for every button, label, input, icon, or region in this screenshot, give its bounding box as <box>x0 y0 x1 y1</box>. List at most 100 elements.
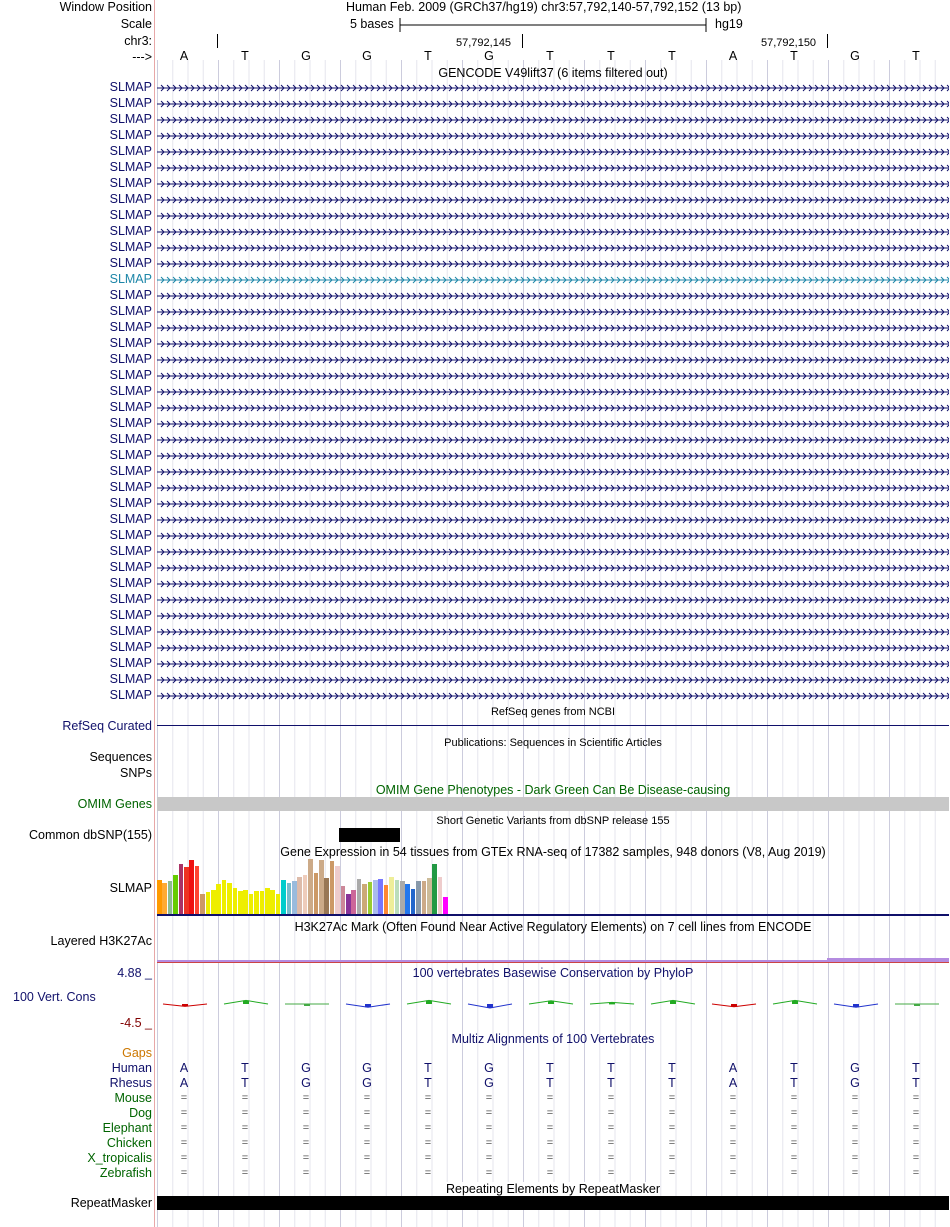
gencode-transcript-track[interactable] <box>157 146 949 158</box>
gtex-tissue-bar[interactable] <box>373 880 378 914</box>
gencode-transcript-label[interactable]: SLMAP <box>109 656 152 670</box>
gtex-tissue-bar[interactable] <box>173 875 178 914</box>
gtex-tissue-bar[interactable] <box>221 880 227 914</box>
gtex-tissue-bar[interactable] <box>437 877 443 914</box>
gtex-tissue-bar[interactable] <box>178 864 184 914</box>
gencode-transcript-track[interactable] <box>157 210 949 222</box>
gtex-tissue-bar[interactable] <box>162 883 167 914</box>
gencode-transcript-label[interactable]: SLMAP <box>109 608 152 622</box>
phylop-score-mark[interactable] <box>528 1000 574 1005</box>
gencode-transcript-label[interactable]: SLMAP <box>109 416 152 430</box>
gencode-transcript-track[interactable] <box>157 562 949 574</box>
gtex-tissue-bar[interactable] <box>394 880 400 914</box>
gtex-tissue-bar[interactable] <box>286 883 292 914</box>
gencode-transcript-track[interactable] <box>157 418 949 430</box>
gtex-tissue-bar[interactable] <box>248 894 254 914</box>
gencode-transcript-label[interactable]: SLMAP <box>109 688 152 702</box>
gtex-tissue-bar[interactable] <box>400 881 405 914</box>
gtex-tissue-bar[interactable] <box>319 860 324 914</box>
gencode-transcript-label[interactable]: SLMAP <box>109 480 152 494</box>
phylop-graph[interactable] <box>157 994 949 1014</box>
gencode-transcript-track[interactable] <box>157 674 949 686</box>
multiz-species-label[interactable]: Chicken <box>106 1136 152 1150</box>
gtex-tissue-bar[interactable] <box>265 888 270 914</box>
gtex-tissue-bar[interactable] <box>378 879 383 914</box>
gtex-tissue-bar[interactable] <box>292 881 297 914</box>
gtex-tissue-bar[interactable] <box>157 880 162 914</box>
gencode-transcript-label[interactable]: SLMAP <box>109 592 152 606</box>
gencode-transcript-track[interactable] <box>157 162 949 174</box>
gtex-tissue-bar[interactable] <box>189 860 194 914</box>
gencode-transcript-label[interactable]: SLMAP <box>109 176 152 190</box>
gencode-transcript-label[interactable]: SLMAP <box>109 80 152 94</box>
gencode-transcript-track[interactable] <box>157 434 949 446</box>
gtex-tissue-bar[interactable] <box>356 879 362 914</box>
gencode-transcript-label[interactable]: SLMAP <box>109 192 152 206</box>
gencode-transcript-label[interactable]: SLMAP <box>109 560 152 574</box>
phylop-score-mark[interactable] <box>895 1003 939 1006</box>
omim-feature-bar[interactable] <box>157 797 949 811</box>
multiz-rhesus-label[interactable]: Rhesus <box>109 1076 152 1090</box>
multiz-species-label[interactable]: Dog <box>129 1106 152 1120</box>
gencode-transcript-label[interactable]: SLMAP <box>109 352 152 366</box>
gtex-tissue-bar[interactable] <box>200 894 205 914</box>
gencode-transcript-track[interactable] <box>157 514 949 526</box>
phylop-score-mark[interactable] <box>650 999 696 1005</box>
gtex-tissue-bar[interactable] <box>427 878 432 914</box>
gtex-tissue-bar[interactable] <box>275 894 281 914</box>
phylop-score-mark[interactable] <box>223 999 269 1005</box>
gencode-transcript-track[interactable] <box>157 130 949 142</box>
gtex-tissue-bar[interactable] <box>167 881 173 914</box>
gencode-transcript-label[interactable]: SLMAP <box>109 208 152 222</box>
gencode-transcript-track[interactable] <box>157 258 949 270</box>
gencode-transcript-label[interactable]: SLMAP <box>109 128 152 142</box>
gencode-transcript-track[interactable] <box>157 338 949 350</box>
gtex-tissue-bar[interactable] <box>308 859 313 914</box>
gtex-tissue-bar[interactable] <box>367 882 373 914</box>
gencode-transcript-track[interactable] <box>157 466 949 478</box>
multiz-species-label[interactable]: Mouse <box>114 1091 152 1105</box>
gtex-tissue-bar[interactable] <box>383 885 389 914</box>
gencode-transcript-track[interactable] <box>157 242 949 254</box>
gencode-transcript-label[interactable]: SLMAP <box>109 464 152 478</box>
multiz-species-label[interactable]: Zebrafish <box>99 1166 152 1180</box>
gtex-tissue-bar[interactable] <box>232 888 238 914</box>
gencode-transcript-label[interactable]: SLMAP <box>109 112 152 126</box>
gencode-transcript-track[interactable] <box>157 82 949 94</box>
gtex-tissue-bar[interactable] <box>421 881 427 914</box>
phylop-score-mark[interactable] <box>833 1003 879 1008</box>
gencode-transcript-track[interactable] <box>157 114 949 126</box>
gencode-transcript-track[interactable] <box>157 450 949 462</box>
gtex-tissue-bar[interactable] <box>205 892 211 914</box>
gencode-transcript-track[interactable] <box>157 306 949 318</box>
gencode-transcript-track[interactable] <box>157 642 949 654</box>
phylop-score-mark[interactable] <box>711 1003 757 1008</box>
phylop-score-mark[interactable] <box>589 1001 635 1005</box>
publications-sequences-label[interactable]: Sequences <box>89 750 152 764</box>
gencode-transcript-track[interactable] <box>157 354 949 366</box>
gencode-transcript-track[interactable] <box>157 498 949 510</box>
gencode-transcript-track[interactable] <box>157 610 949 622</box>
gtex-tissue-bar[interactable] <box>227 883 232 914</box>
gtex-tissue-bar[interactable] <box>259 891 265 914</box>
omim-track-label[interactable]: OMIM Genes <box>77 797 152 811</box>
gtex-tissue-bar[interactable] <box>243 890 248 914</box>
gencode-transcript-label[interactable]: SLMAP <box>109 672 152 686</box>
gencode-transcript-label[interactable]: SLMAP <box>109 288 152 302</box>
phylop-score-mark[interactable] <box>162 1003 208 1007</box>
gtex-track-label[interactable]: SLMAP <box>109 881 152 895</box>
gencode-transcript-label[interactable]: SLMAP <box>109 512 152 526</box>
gencode-transcript-track[interactable] <box>157 178 949 190</box>
gencode-transcript-label[interactable]: SLMAP <box>109 432 152 446</box>
gencode-transcript-label[interactable]: SLMAP <box>109 96 152 110</box>
gencode-transcript-track[interactable] <box>157 578 949 590</box>
gtex-tissue-bar[interactable] <box>389 877 394 914</box>
gencode-transcript-track[interactable] <box>157 546 949 558</box>
gtex-tissue-bar[interactable] <box>335 866 340 914</box>
gencode-transcript-label[interactable]: SLMAP <box>109 400 152 414</box>
gtex-tissue-bar[interactable] <box>270 890 275 914</box>
phylop-track-label[interactable]: 100 Vert. Cons <box>13 990 96 1004</box>
gtex-tissue-bar[interactable] <box>281 880 286 914</box>
gtex-tissue-bar[interactable] <box>313 873 319 914</box>
